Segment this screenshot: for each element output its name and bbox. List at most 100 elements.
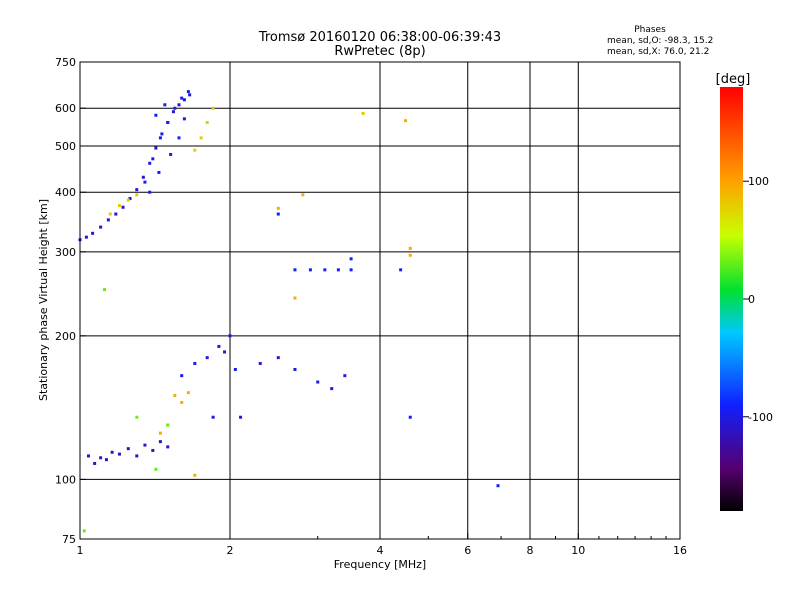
data-point — [148, 161, 152, 165]
stats-heading: Phases — [634, 25, 666, 35]
data-point — [163, 103, 167, 107]
data-point — [166, 445, 170, 449]
data-point — [361, 111, 365, 115]
data-point — [166, 423, 170, 427]
data-point — [180, 96, 184, 100]
data-point — [293, 296, 297, 300]
x-tick-label: 1 — [77, 544, 84, 557]
data-point — [143, 180, 147, 184]
data-point — [114, 212, 118, 216]
axis-ticks: 1 2 4 6 8 10 16 75 100 200 300 400 500 600 750 — [55, 56, 687, 557]
data-point — [121, 205, 125, 209]
data-point — [103, 288, 107, 292]
colorbar — [720, 87, 743, 511]
data-point — [349, 268, 353, 272]
data-point — [104, 458, 108, 462]
stats-line-x: mean, sd,X: 76.0, 21.2 — [607, 47, 709, 57]
data-point — [135, 188, 139, 192]
data-point — [91, 231, 95, 235]
data-point — [408, 415, 412, 419]
data-point — [293, 268, 297, 272]
data-point — [188, 93, 192, 97]
data-point — [199, 136, 203, 140]
data-point — [117, 204, 121, 208]
data-point — [408, 253, 412, 257]
data-point — [180, 400, 184, 404]
y-tick-label: 600 — [55, 102, 76, 115]
colorbar-title: [deg] — [716, 72, 751, 87]
data-point — [157, 170, 161, 174]
data-point — [177, 136, 181, 140]
data-point — [180, 374, 184, 378]
data-point — [93, 461, 97, 465]
data-point — [82, 529, 86, 533]
data-point — [143, 443, 147, 447]
y-tick-label: 400 — [55, 186, 76, 199]
data-point — [276, 206, 280, 210]
data-points — [78, 90, 500, 533]
x-axis-label: Frequency [MHz] — [334, 558, 426, 571]
data-point — [336, 268, 340, 272]
y-axis-label: Stationary phase Virtual Height [km] — [37, 199, 50, 401]
data-point — [173, 106, 177, 110]
data-point — [117, 452, 121, 456]
colorbar-ticks: 100 0 -100 — [743, 175, 773, 424]
data-point — [154, 467, 158, 471]
data-point — [126, 198, 130, 202]
data-point — [211, 415, 215, 419]
data-point — [205, 356, 209, 360]
y-tick-label: 500 — [55, 140, 76, 153]
x-tick-label: 8 — [527, 544, 534, 557]
chart-subtitle: RwPretec (8p) — [334, 44, 425, 59]
colorbar-tick-label: 0 — [748, 293, 755, 306]
data-point — [223, 350, 227, 354]
y-tick-label: 75 — [62, 533, 76, 546]
x-tick-label: 16 — [673, 544, 687, 557]
data-point — [84, 235, 88, 239]
data-point — [301, 193, 305, 197]
data-point — [151, 157, 155, 161]
data-point — [408, 246, 412, 250]
data-point — [110, 450, 114, 454]
data-point — [205, 121, 209, 125]
grid-lines — [80, 62, 680, 539]
stats-line-o: mean, sd,O: -98.3, 15.2 — [607, 36, 713, 46]
data-point — [86, 454, 90, 458]
data-point — [169, 152, 173, 156]
data-point — [166, 121, 170, 125]
x-tick-label: 2 — [227, 544, 234, 557]
data-point — [228, 334, 232, 338]
x-tick-label: 10 — [571, 544, 585, 557]
data-point — [182, 98, 186, 102]
data-point — [158, 440, 162, 444]
data-point — [106, 218, 110, 222]
data-point — [99, 456, 103, 460]
data-point — [316, 380, 320, 384]
data-point — [158, 136, 162, 140]
data-point — [171, 110, 175, 114]
data-point — [193, 361, 197, 365]
data-point — [193, 473, 197, 477]
data-point — [126, 447, 130, 451]
data-point — [148, 190, 152, 194]
data-point — [217, 344, 221, 348]
data-point — [154, 146, 158, 150]
data-point — [154, 113, 158, 117]
y-tick-label: 750 — [55, 56, 76, 69]
colorbar-tick-label: 100 — [748, 175, 769, 188]
colorbar-tick-label: -100 — [748, 411, 773, 424]
data-point — [239, 415, 243, 419]
data-point — [186, 90, 190, 94]
data-point — [276, 212, 280, 216]
y-tick-label: 300 — [55, 246, 76, 259]
y-tick-label: 100 — [55, 473, 76, 486]
data-point — [308, 268, 312, 272]
data-point — [158, 431, 162, 435]
data-point — [160, 132, 164, 136]
y-tick-label: 200 — [55, 330, 76, 343]
data-point — [182, 117, 186, 121]
data-point — [177, 103, 181, 107]
data-point — [276, 356, 280, 360]
data-point — [135, 454, 139, 458]
